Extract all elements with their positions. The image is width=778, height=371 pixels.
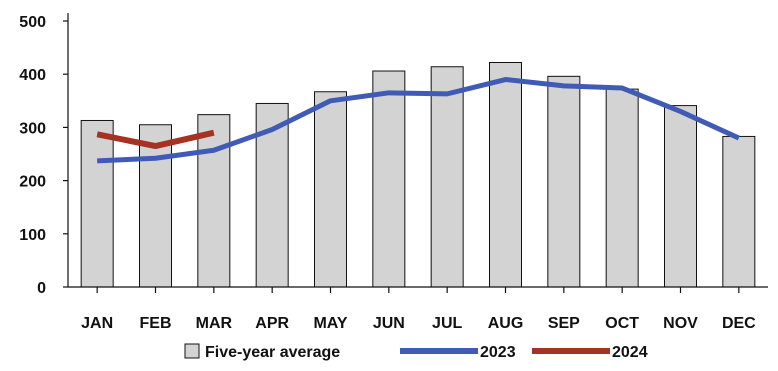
y-tick-label: 500: [19, 14, 46, 31]
legend: Five-year average 2023 2024: [184, 343, 648, 361]
legend-label: 2023: [480, 344, 516, 361]
bars-layer: [80, 61, 756, 288]
y-tick-label: 300: [19, 120, 46, 137]
x-tick-label-jul: JUL: [432, 315, 462, 332]
x-tick-label-nov: NOV: [663, 315, 698, 332]
legend-item-five-year-average: Five-year average: [184, 343, 340, 361]
legend-swatch: [184, 343, 200, 359]
bar-aug: [489, 61, 522, 288]
legend-label: Five-year average: [205, 344, 340, 361]
legend-item-2023: 2023: [400, 344, 516, 361]
y-tick-label: 200: [19, 174, 46, 191]
legend-label: 2024: [612, 344, 648, 361]
lines-layer: [96, 77, 740, 164]
x-tick-label-aug: AUG: [488, 315, 524, 332]
y-tick-label: 100: [19, 227, 46, 244]
x-tick-label-oct: OCT: [605, 315, 639, 332]
bar-may: [314, 91, 347, 288]
x-tick-label-feb: FEB: [140, 315, 172, 332]
bar-sep: [547, 75, 581, 288]
axes-layer: 0 100 200 300 400 500 JAN FEB MAR APR MAY JUN JUL AUG…: [19, 13, 768, 332]
y-tick-label: 0: [37, 280, 46, 297]
x-tick-label-sep: SEP: [548, 315, 580, 332]
legend-item-2024: 2024: [532, 344, 648, 361]
x-tick-label-jun: JUN: [373, 315, 405, 332]
bar-dec: [722, 135, 756, 288]
x-tick-label-apr: APR: [255, 315, 289, 332]
bar-jan: [80, 119, 114, 288]
bar-jul: [430, 66, 464, 288]
bar-mar: [197, 114, 231, 288]
bar-feb: [139, 124, 172, 288]
x-tick-label-mar: MAR: [196, 315, 233, 332]
x-tick-label-dec: DEC: [722, 315, 756, 332]
x-tick-label-may: MAY: [313, 315, 347, 332]
x-tick-label-jan: JAN: [81, 315, 113, 332]
bar-nov: [664, 105, 697, 288]
bar-jun: [372, 70, 406, 288]
line-series-2024: [96, 129, 215, 150]
line-series-2023: [97, 77, 740, 164]
y-tick-label: 400: [19, 67, 46, 84]
bar-oct: [605, 88, 639, 288]
